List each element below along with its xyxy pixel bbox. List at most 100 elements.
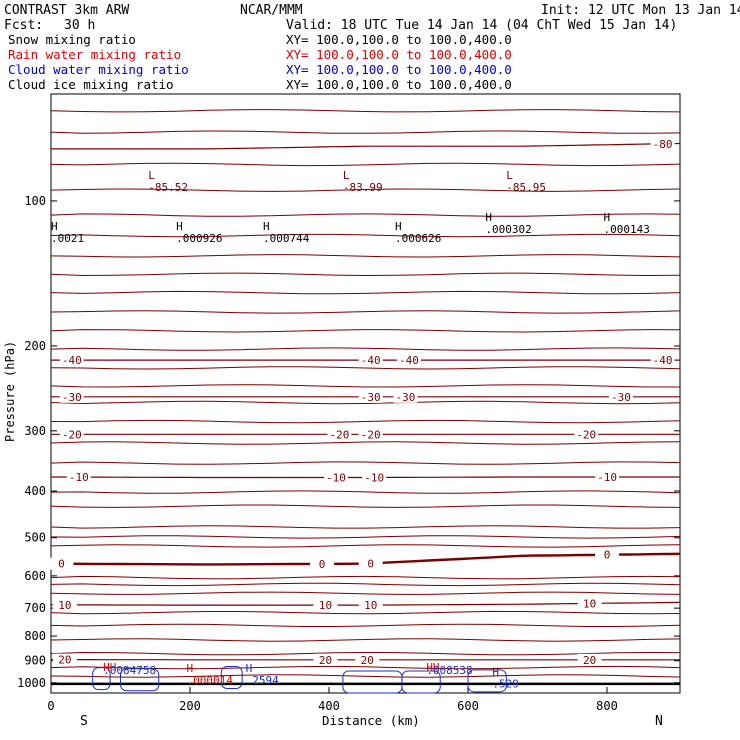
isotherm-label-bg bbox=[358, 557, 383, 570]
background-contour-line bbox=[50, 490, 681, 494]
field-name-cloud-water: Cloud water mixing ratio bbox=[8, 62, 189, 77]
isotherm-label: -20 bbox=[62, 428, 82, 441]
extremum-letter: H bbox=[263, 220, 270, 233]
extremum-value: .000143 bbox=[604, 223, 650, 236]
isotherm-label: 0 bbox=[319, 558, 326, 571]
isotherm-label-bg bbox=[650, 354, 675, 367]
isotherm-label-bg bbox=[358, 390, 383, 403]
y-tick-label-400: 400 bbox=[24, 484, 46, 498]
background-contour-line bbox=[50, 366, 681, 370]
background-contour-line bbox=[50, 213, 681, 217]
background-contour-line bbox=[50, 384, 680, 388]
north-end-label: N bbox=[655, 714, 663, 729]
isotherm-label-bg bbox=[574, 428, 599, 441]
isotherm-label-bg bbox=[362, 471, 387, 484]
background-contour-line bbox=[50, 329, 681, 333]
isotherm-label-bg bbox=[59, 354, 84, 367]
isotherm-label-bg bbox=[66, 471, 91, 484]
background-contour-line bbox=[50, 310, 681, 314]
background-contour-line bbox=[50, 109, 681, 113]
x-tick-label-200: 200 bbox=[179, 699, 201, 713]
isotherm-label-bg bbox=[310, 557, 335, 570]
isotherm-label: -10 bbox=[69, 471, 89, 484]
isotherm-label: 20 bbox=[58, 654, 71, 667]
extremum-value: .000744 bbox=[263, 232, 310, 245]
isotherm-label-bg bbox=[358, 599, 383, 612]
field-xy-snow: XY= 100.0,100.0 to 100.0,400.0 bbox=[286, 32, 512, 47]
field-name-rain: Rain water mixing ratio bbox=[8, 47, 181, 62]
cloud-contour bbox=[401, 670, 441, 694]
y-tick-label-600: 600 bbox=[24, 569, 46, 583]
isotherm-label: 20 bbox=[361, 654, 374, 667]
x-tick-label-0: 0 bbox=[47, 699, 54, 713]
y-tick-label-900: 900 bbox=[24, 654, 46, 668]
isotherm-label: -20 bbox=[329, 428, 349, 441]
background-contour-line bbox=[50, 610, 681, 615]
field-xy-rain: XY= 100.0,100.0 to 100.0,400.0 bbox=[286, 47, 512, 62]
extremum-letter: L bbox=[148, 169, 155, 182]
isotherm-label: -30 bbox=[396, 391, 416, 404]
isotherm-label: 0 bbox=[367, 557, 374, 570]
x-axis-title: Distance (km) bbox=[322, 713, 420, 728]
field-xy-cloud-water: XY= 100.0,100.0 to 100.0,400.0 bbox=[286, 62, 512, 77]
y-axis-title: Pressure (hPa) bbox=[3, 341, 17, 442]
isotherm-label: 10 bbox=[319, 599, 332, 612]
extremum-letter: H bbox=[51, 220, 58, 233]
isotherm-label: -10 bbox=[326, 472, 346, 485]
isotherm-label: -80 bbox=[653, 138, 673, 151]
overlapping-label: .0084758 bbox=[103, 664, 156, 677]
background-contour-line bbox=[50, 272, 681, 277]
extremum-letter: H bbox=[395, 220, 402, 233]
isotherm-label: 10 bbox=[583, 597, 596, 610]
isotherm-label: -10 bbox=[364, 471, 384, 484]
background-contour-line bbox=[50, 674, 681, 678]
field-name-snow: Snow mixing ratio bbox=[8, 32, 136, 47]
background-contour-line bbox=[50, 400, 681, 405]
south-end-label: S bbox=[80, 714, 88, 729]
fcst-value: 30 h bbox=[64, 18, 95, 33]
background-contour-line bbox=[50, 525, 681, 529]
extremum-letter: L bbox=[506, 169, 513, 182]
background-contour-line bbox=[50, 233, 681, 238]
background-contour-line bbox=[50, 623, 681, 627]
init-time: Init: 12 UTC Mon 13 Jan 14 bbox=[541, 3, 740, 18]
overlapping-label: HH bbox=[103, 661, 116, 674]
extremum-value: -85.95 bbox=[506, 181, 546, 194]
isotherm-label-bg bbox=[49, 557, 74, 570]
background-contour-line bbox=[50, 347, 681, 351]
extremum-value: -85.52 bbox=[148, 181, 188, 194]
overlapping-label: .008538 bbox=[426, 664, 472, 677]
isotherm-label-bg bbox=[313, 599, 338, 612]
isotherm-label-bg bbox=[358, 428, 383, 441]
model-title: CONTRAST 3km ARW bbox=[4, 3, 129, 18]
background-contour-line bbox=[50, 162, 681, 167]
isotherm-label-bg bbox=[608, 390, 633, 403]
isotherm-label: -40 bbox=[653, 354, 673, 367]
x-tick-label-400: 400 bbox=[318, 699, 340, 713]
isotherm-label: 0 bbox=[604, 549, 611, 562]
y-tick-label-300: 300 bbox=[24, 424, 46, 438]
isotherm-label-bg bbox=[650, 137, 675, 150]
isotherm-label: -10 bbox=[597, 471, 617, 484]
isotherm-label-bg bbox=[577, 653, 602, 666]
isotherm-label: 20 bbox=[583, 654, 596, 667]
background-contour-line bbox=[50, 441, 681, 445]
background-contour-line bbox=[50, 591, 681, 595]
extremum-letter: H bbox=[604, 211, 611, 224]
background-contour-line bbox=[50, 544, 681, 548]
isotherm-label-bg bbox=[577, 597, 602, 610]
isotherm-label-bg bbox=[393, 390, 418, 403]
isotherm-label: -30 bbox=[361, 391, 381, 404]
cloud-contour bbox=[92, 667, 111, 691]
background-contour-line bbox=[50, 582, 681, 587]
extremum-letter: H bbox=[176, 220, 183, 233]
extremum-value: .000302 bbox=[485, 223, 531, 236]
isotherm-label: -40 bbox=[399, 354, 419, 367]
extremum-value: .000626 bbox=[395, 232, 441, 245]
org-title: NCAR/MMM bbox=[240, 3, 303, 18]
extremum-value: .529 bbox=[492, 677, 519, 690]
isotherm-label: 0 bbox=[58, 558, 65, 571]
isotherm-label: 10 bbox=[58, 599, 71, 612]
y-tick-label-100: 100 bbox=[24, 194, 46, 208]
